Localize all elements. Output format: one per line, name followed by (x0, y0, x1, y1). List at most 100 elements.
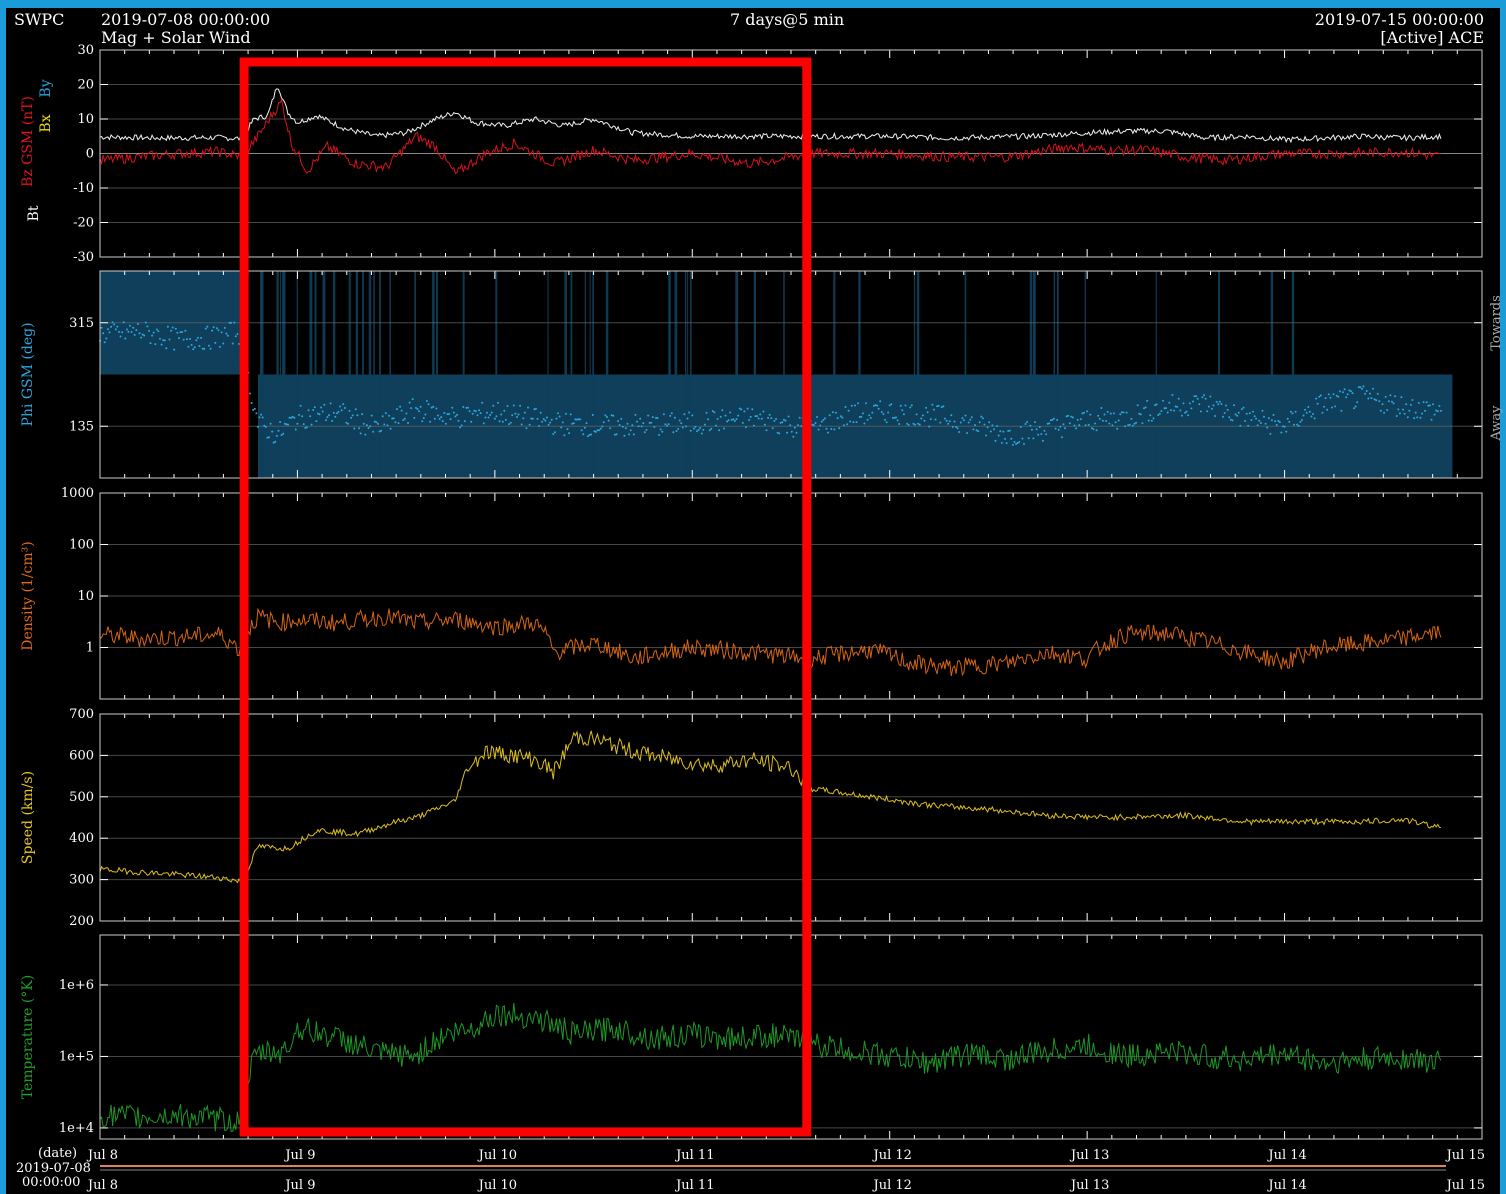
phi-point (1338, 390, 1341, 393)
phi-point (263, 424, 266, 427)
phi-point (1403, 412, 1406, 415)
phi-sector-stripe (315, 271, 317, 478)
phi-point (972, 428, 975, 431)
phi-point (1337, 395, 1340, 398)
phi-sector-stripe (1270, 271, 1274, 478)
phi-point (476, 414, 479, 417)
phi-point (1218, 400, 1221, 403)
phi-point (926, 411, 929, 414)
phi-point (885, 421, 888, 424)
phi-point (1269, 432, 1272, 435)
phi-point (350, 416, 353, 419)
phi-point (602, 421, 605, 424)
phi-point (1376, 392, 1379, 395)
phi-point (1286, 417, 1289, 420)
phi-point (1008, 429, 1011, 432)
phi-point (479, 412, 482, 415)
phi-point (160, 343, 163, 346)
phi-point (1024, 423, 1027, 425)
phi-point (1392, 402, 1395, 405)
phi-sector-stripe (1084, 271, 1086, 478)
phi-point (765, 429, 768, 432)
phi-point (154, 343, 157, 346)
phi-point (187, 345, 190, 348)
phi-point (855, 421, 858, 424)
phi-point (705, 411, 708, 414)
phi-point (138, 332, 141, 335)
phi-point (631, 424, 634, 427)
phi-point (530, 417, 533, 420)
x-tick-label-lower: Jul 11 (674, 1178, 714, 1193)
phi-point (1236, 414, 1239, 417)
phi-sector-stripe (858, 271, 861, 478)
phi-sector-stripe (495, 271, 498, 478)
phi-point (1304, 408, 1307, 411)
phi-point (771, 427, 774, 430)
phi-point (727, 419, 730, 422)
phi-point (1285, 430, 1288, 433)
phi-point (1195, 395, 1198, 398)
phi-point (226, 334, 229, 337)
phi-point (1109, 412, 1112, 415)
phi-point (613, 433, 616, 436)
phi-point (459, 426, 462, 429)
x-tick-label-upper: Jul 15 (1445, 1148, 1485, 1163)
phi-point (1188, 402, 1191, 405)
phi-point (1217, 403, 1220, 406)
phi-point (1133, 422, 1136, 425)
y-tick-label: 100 (69, 538, 94, 553)
phi-point (310, 423, 313, 426)
phi-point (1342, 391, 1344, 394)
phi-point (1162, 399, 1164, 402)
phi-point (778, 432, 781, 435)
phi-sector-stripe (589, 271, 591, 478)
phi-point (1045, 433, 1048, 436)
phi-point (209, 347, 212, 350)
phi-point (184, 329, 187, 332)
phi-point (877, 407, 880, 410)
phi-point (1027, 437, 1030, 440)
phi-point (1259, 422, 1262, 424)
y-axis-label-temperature: Temperature (°K) (20, 975, 36, 1100)
phi-point (1327, 393, 1330, 396)
series-speed (99, 730, 1441, 884)
phi-point (1032, 437, 1035, 440)
phi-point (305, 426, 308, 429)
phi-point (617, 420, 620, 422)
y-tick-label: -30 (73, 250, 94, 265)
phi-sector-stripe (1029, 271, 1033, 478)
panel-frame (99, 270, 1483, 479)
phi-point (1275, 424, 1278, 426)
phi-point (370, 414, 373, 417)
phi-point (482, 422, 485, 425)
phi-point (157, 330, 160, 333)
phi-point (402, 419, 405, 422)
phi-point (591, 414, 594, 416)
y-axis-label-speed: Speed (km/s) (20, 771, 36, 864)
phi-point (929, 418, 932, 421)
phi-point (752, 424, 755, 427)
phi-point (582, 433, 585, 436)
phi-point (1196, 397, 1199, 400)
phi-point (329, 402, 332, 405)
phi-point (1070, 415, 1073, 418)
phi-point (1340, 409, 1343, 412)
phi-point (378, 430, 381, 433)
phi-point (1057, 428, 1060, 431)
phi-point (759, 413, 762, 416)
phi-point (962, 419, 965, 422)
phi-point (787, 415, 790, 418)
phi-point (841, 416, 844, 419)
phi-point (1356, 401, 1359, 404)
phi-point (171, 326, 174, 329)
phi-point (501, 420, 504, 423)
phi-point (576, 418, 578, 421)
phi-sector-stripe (584, 271, 586, 478)
phi-point (165, 347, 168, 350)
phi-point (977, 430, 980, 433)
phi-point (1083, 411, 1085, 414)
phi-point (408, 401, 411, 404)
phi-point (1122, 411, 1125, 414)
phi-sector-stripe (462, 271, 465, 478)
phi-point (1193, 395, 1196, 398)
